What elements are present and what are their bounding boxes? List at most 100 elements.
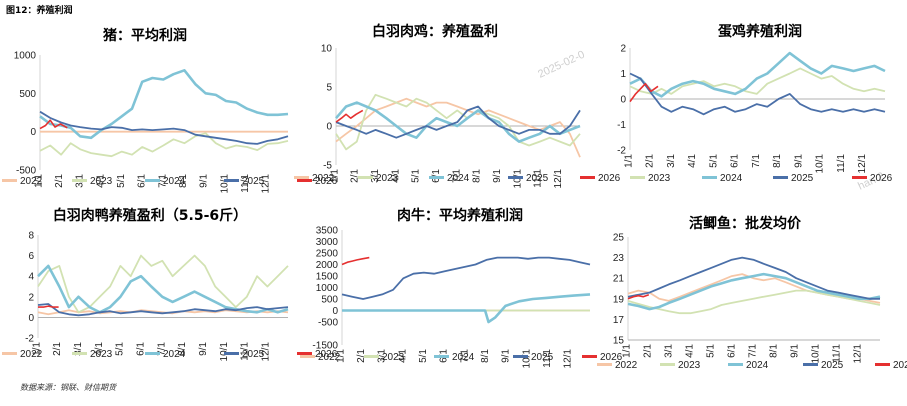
x-tick-label: 12/1 — [857, 154, 868, 174]
legend-label-2024: 2024 — [163, 176, 186, 187]
y-tick-label: 6 — [28, 251, 34, 262]
x-tick-label: 7/1 — [459, 349, 470, 363]
y-tick-label: 2000 — [316, 260, 339, 271]
x-tick-label: 3/1 — [377, 349, 388, 363]
x-tick-label: 7/1 — [451, 169, 462, 183]
y-tick-label: 15 — [613, 336, 625, 347]
x-tick-label: 5/1 — [116, 174, 127, 188]
y-tick-label: 3500 — [316, 226, 339, 237]
x-tick-label: 4/1 — [94, 342, 105, 356]
y-tick-label: -500 — [16, 166, 36, 177]
x-tick-label: 5/1 — [708, 154, 719, 168]
y-tick-label: 0 — [620, 95, 626, 106]
x-tick-label: 3/1 — [73, 342, 84, 356]
legend-label-2026: 2026 — [315, 349, 338, 360]
y-tick-label: 3000 — [316, 237, 339, 248]
y-tick-label: 23 — [613, 253, 625, 264]
x-tick-label: 11/1 — [831, 344, 842, 363]
x-tick-label: 4/1 — [397, 349, 408, 363]
x-tick-label: 12/1 — [261, 342, 272, 362]
legend-label-2025: 2025 — [242, 176, 265, 187]
series-line-2026 — [341, 256, 370, 266]
series-line-2022 — [335, 97, 581, 158]
legend-label-2022: 2022 — [20, 176, 43, 187]
legend-label-2025: 2025 — [791, 173, 814, 184]
legend-label-2023: 2023 — [90, 349, 113, 360]
x-tick-label: 3/1 — [370, 169, 381, 183]
y-tick-label: 2 — [620, 44, 626, 55]
series-line-2024 — [37, 264, 289, 314]
x-tick-label: 2/1 — [645, 154, 656, 168]
chart-title: 猪：平均利润 — [102, 27, 187, 44]
series-line-2026 — [38, 305, 59, 308]
series-line-2025 — [39, 110, 289, 145]
x-tick-label: 9/1 — [198, 342, 209, 356]
legend-label-2026: 2026 — [893, 360, 907, 371]
x-tick-label: 11/1 — [542, 349, 553, 368]
chart-title: 肉牛：平均养殖利润 — [397, 207, 523, 224]
legend-label-2023: 2023 — [678, 360, 701, 371]
legend-label-2026: 2026 — [600, 352, 623, 363]
y-tick-label: 1500 — [316, 272, 339, 283]
x-tick-label: 10/1 — [810, 344, 821, 364]
y-tick-label: -5 — [323, 161, 332, 172]
legend-label-2024: 2024 — [452, 352, 475, 363]
legend-label-2026: 2026 — [870, 173, 893, 184]
source-note: 数据来源：钢联、财信期货 — [20, 383, 116, 392]
series-line-2026 — [39, 119, 68, 130]
x-tick-label: 2/1 — [52, 342, 63, 356]
x-tick-label: 1/1 — [623, 154, 634, 168]
series-line-2023 — [629, 67, 886, 95]
legend-label-2025: 2025 — [821, 360, 844, 371]
legend-label-2025: 2025 — [526, 173, 549, 184]
x-tick-label: 6/1 — [730, 154, 741, 168]
x-tick-label: 4/1 — [684, 344, 695, 358]
x-tick-label: 7/1 — [747, 344, 758, 358]
x-tick-label: 6/1 — [136, 342, 147, 356]
legend-label-2024: 2024 — [447, 173, 470, 184]
figure-title: 图12：养殖利润 — [6, 6, 73, 16]
series-line-2023 — [335, 93, 581, 151]
y-tick-label: 1 — [620, 69, 626, 80]
series-line-2025 — [627, 256, 880, 300]
x-tick-label: 5/1 — [705, 344, 716, 358]
y-tick-label: -1 — [617, 120, 626, 131]
series-line-2025 — [629, 72, 886, 116]
series-line-2025 — [335, 105, 581, 139]
y-tick-label: 8 — [28, 231, 34, 242]
legend-label-2022: 2022 — [20, 349, 43, 360]
legend-label-2025: 2025 — [531, 352, 554, 363]
x-tick-label: 1/1 — [335, 349, 346, 363]
x-tick-label: 11/1 — [533, 169, 544, 188]
y-tick-label: -500 — [318, 318, 338, 329]
x-tick-label: 11/1 — [240, 342, 251, 361]
legend-label-2026: 2026 — [315, 176, 338, 187]
x-tick-label: 7/1 — [157, 174, 168, 188]
chart-title: 蛋鸡养殖利润 — [718, 23, 802, 40]
x-tick-label: 12/1 — [563, 349, 574, 369]
y-tick-label: -1500 — [312, 341, 338, 352]
y-tick-label: 500 — [321, 295, 338, 306]
y-tick-label: -2 — [25, 334, 34, 345]
x-tick-label: 2/1 — [350, 169, 361, 183]
series-line-2023 — [627, 289, 881, 315]
y-tick-label: 0 — [332, 306, 338, 317]
legend-label-2024: 2024 — [163, 349, 186, 360]
x-tick-label: 3/1 — [666, 154, 677, 168]
x-tick-label: 1/1 — [33, 174, 44, 188]
x-tick-label: 3/1 — [663, 344, 674, 358]
series-line-2025 — [341, 256, 591, 300]
x-tick-label: 6/1 — [137, 174, 148, 188]
x-tick-label: 5/1 — [411, 169, 422, 183]
x-tick-label: 9/1 — [793, 154, 804, 168]
y-tick-label: 21 — [613, 274, 625, 285]
y-tick-label: 2 — [28, 292, 34, 303]
series-line-2026 — [335, 109, 364, 123]
x-tick-label: 2/1 — [642, 344, 653, 358]
chart-title: 白羽肉鸭养殖盈利（5.5-6斤） — [53, 207, 247, 224]
y-tick-label: 17 — [613, 315, 625, 326]
y-tick-label: 0 — [326, 122, 332, 133]
x-tick-label: 1/1 — [31, 342, 42, 356]
legend-label-2022: 2022 — [615, 360, 638, 371]
